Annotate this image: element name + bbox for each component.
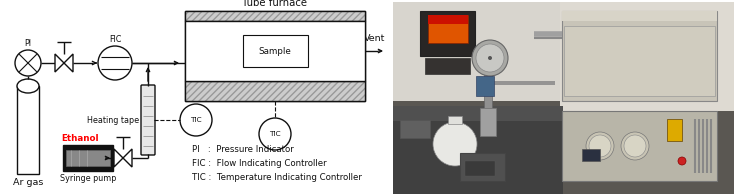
Bar xyxy=(667,119,682,141)
Polygon shape xyxy=(123,149,132,167)
Bar xyxy=(425,58,470,74)
Bar xyxy=(562,11,717,101)
Text: Sample: Sample xyxy=(258,46,291,55)
Bar xyxy=(460,153,505,181)
Bar xyxy=(465,161,495,176)
Bar xyxy=(393,114,563,194)
Bar xyxy=(476,76,494,96)
Bar xyxy=(17,86,39,174)
Circle shape xyxy=(621,132,649,160)
Bar xyxy=(185,11,365,101)
Circle shape xyxy=(586,132,614,160)
Text: TIC: TIC xyxy=(269,131,281,137)
Bar xyxy=(582,149,600,161)
Text: Heating tape: Heating tape xyxy=(87,115,139,124)
Bar xyxy=(420,11,475,56)
Bar xyxy=(484,56,492,108)
Bar xyxy=(185,81,365,101)
Circle shape xyxy=(678,157,686,165)
Ellipse shape xyxy=(17,79,39,93)
Bar xyxy=(400,120,430,138)
Bar xyxy=(562,11,717,21)
Text: Ethanol: Ethanol xyxy=(61,134,99,143)
Bar xyxy=(185,21,365,81)
Bar xyxy=(480,108,496,136)
Bar xyxy=(564,26,715,96)
Bar xyxy=(393,2,734,101)
Bar xyxy=(428,15,468,43)
Bar xyxy=(185,11,365,21)
Bar xyxy=(63,145,113,171)
Text: TIC: TIC xyxy=(190,117,202,123)
Bar xyxy=(66,150,110,166)
FancyBboxPatch shape xyxy=(141,85,155,155)
Bar xyxy=(562,111,717,181)
Text: PI: PI xyxy=(24,39,32,48)
Circle shape xyxy=(624,135,646,157)
Text: FIC: FIC xyxy=(109,35,121,44)
Bar xyxy=(428,15,468,24)
Bar xyxy=(185,11,365,21)
Polygon shape xyxy=(64,54,73,72)
Text: FIC :  Flow Indicating Controller: FIC : Flow Indicating Controller xyxy=(192,159,327,168)
Bar xyxy=(242,35,308,67)
Text: TIC :  Temperature Indicating Controller: TIC : Temperature Indicating Controller xyxy=(192,172,362,181)
Text: Vent: Vent xyxy=(364,34,385,43)
Text: Tube furnace: Tube furnace xyxy=(242,0,308,8)
Circle shape xyxy=(488,56,492,60)
Circle shape xyxy=(433,122,477,166)
Bar xyxy=(448,116,462,124)
Circle shape xyxy=(476,44,504,72)
Circle shape xyxy=(472,40,508,76)
Text: Syringe pump: Syringe pump xyxy=(59,174,116,183)
Polygon shape xyxy=(55,54,64,72)
Polygon shape xyxy=(114,149,123,167)
Bar xyxy=(393,2,734,194)
Bar xyxy=(560,2,734,111)
Text: Ar gas: Ar gas xyxy=(12,178,43,187)
Bar xyxy=(185,81,365,101)
Text: PI   :  Pressure Indicator: PI : Pressure Indicator xyxy=(192,144,294,153)
Circle shape xyxy=(589,135,611,157)
Bar xyxy=(393,106,563,121)
